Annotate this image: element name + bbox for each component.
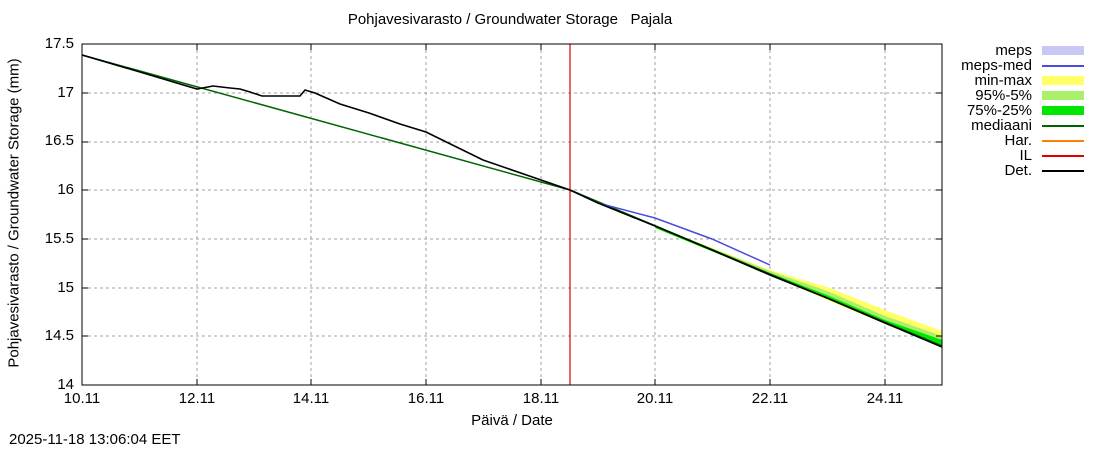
legend-item-95-5: 95%-5% — [940, 88, 1100, 103]
y-tick-label: 14 — [57, 376, 74, 393]
legend-label: meps-med — [961, 57, 1032, 74]
y-tick-label: 14.5 — [44, 327, 74, 344]
har-swatch — [1042, 140, 1084, 142]
x-tick-label: 20.11 — [636, 390, 674, 407]
legend-label: meps — [995, 42, 1032, 59]
y-tick-label: 17.5 — [44, 35, 74, 52]
legend-label: Det. — [1004, 162, 1032, 179]
legend: meps meps-med min-max 95%-5% 75%-25% med… — [940, 43, 1100, 178]
x-tick-label: 16.11 — [407, 390, 445, 407]
meps-swatch — [1042, 46, 1084, 55]
min-max-swatch — [1042, 76, 1084, 85]
p75-p25-swatch — [1042, 106, 1084, 115]
y-tick-label: 17 — [57, 84, 74, 101]
legend-item-meps-med: meps-med — [940, 58, 1100, 73]
legend-label: 75%-25% — [966, 102, 1032, 119]
mediaani-swatch — [1042, 125, 1084, 127]
x-tick-label: 14.11 — [292, 390, 330, 407]
meps-med-swatch — [1042, 65, 1084, 67]
det-line — [81, 54, 943, 348]
legend-item-il: IL — [940, 148, 1100, 163]
legend-label: Har. — [1004, 132, 1032, 149]
axis-ticks — [82, 44, 942, 385]
det-swatch — [1042, 170, 1084, 172]
y-tick-label: 16.5 — [44, 132, 74, 149]
y-tick-label: 15 — [57, 279, 74, 296]
legend-item-min-max: min-max — [940, 73, 1100, 88]
x-tick-label: 24.11 — [866, 390, 904, 407]
legend-label: IL — [1019, 147, 1032, 164]
legend-label: mediaani — [971, 117, 1032, 134]
x-tick-label: 22.11 — [751, 390, 789, 407]
legend-label: 95%-5% — [975, 87, 1032, 104]
meps-med-line — [569, 189, 771, 266]
generated-timestamp: 2025-11-18 13:06:04 EET — [9, 431, 181, 448]
legend-label: min-max — [974, 72, 1032, 89]
plot-border — [81, 43, 943, 386]
x-tick-label: 12.11 — [178, 390, 216, 407]
chart-title: Pohjavesivarasto / Groundwater Storage P… — [347, 11, 673, 28]
grid-lines — [82, 44, 942, 385]
y-tick-label: 15.5 — [44, 230, 74, 247]
x-tick-label: 18.11 — [522, 390, 560, 407]
legend-item-har: Har. — [940, 133, 1100, 148]
y-tick-label: 16 — [57, 181, 74, 198]
legend-item-75-25: 75%-25% — [940, 103, 1100, 118]
mediaani-line — [81, 54, 943, 347]
legend-item-meps: meps — [940, 43, 1100, 58]
legend-item-det: Det. — [940, 163, 1100, 178]
il-swatch — [1042, 155, 1084, 157]
p95-p5-swatch — [1042, 91, 1084, 100]
legend-item-mediaani: mediaani — [940, 118, 1100, 133]
x-tick-label: 10.11 — [63, 390, 101, 407]
x-axis-label: Päivä / Date — [471, 412, 553, 429]
